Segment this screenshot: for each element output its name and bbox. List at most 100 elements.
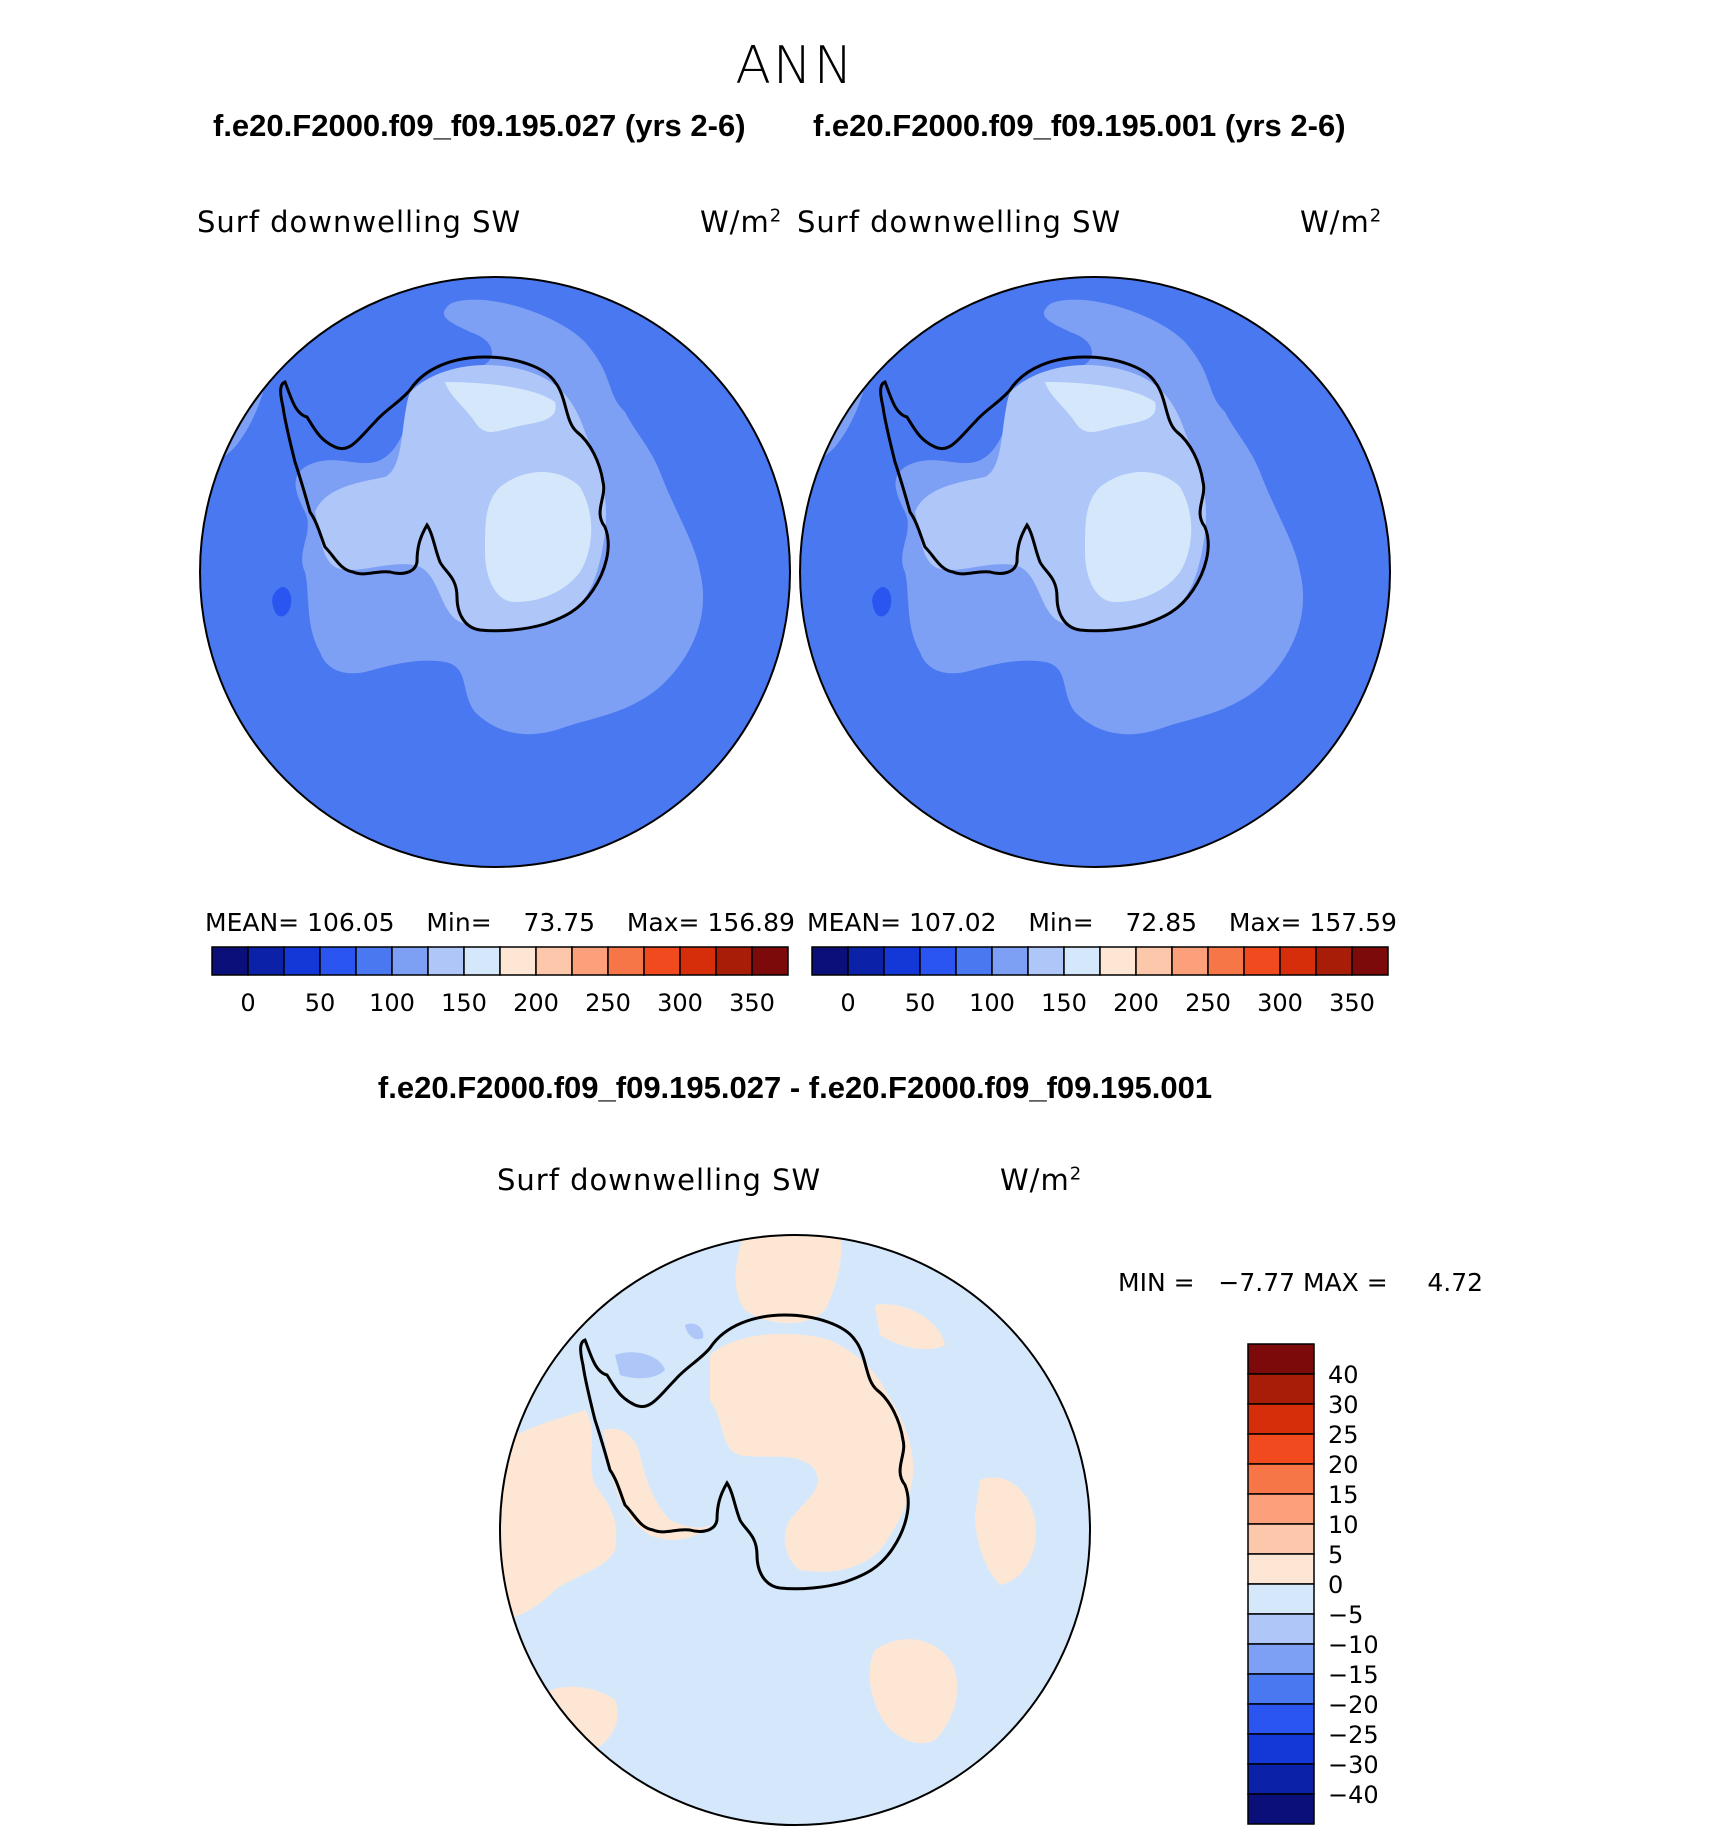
colorbar-swatch <box>1279 946 1317 976</box>
max-label: Max= <box>1228 908 1302 937</box>
colorbar-tick-label: 200 <box>513 989 559 1017</box>
diff-stats: MIN = −7.77 MAX = 4.72 <box>1118 1268 1483 1297</box>
colorbar-tick-label: 0 <box>840 989 855 1017</box>
colorbar-swatch <box>1063 946 1101 976</box>
colorbar-tick-label: 40 <box>1328 1361 1359 1389</box>
min-label: Min= <box>1028 908 1094 937</box>
mean-value: 107.02 <box>909 908 997 937</box>
map-border <box>799 276 1391 868</box>
colorbar-swatch <box>1247 1433 1315 1465</box>
map-border <box>199 276 791 868</box>
colorbar-tick-label: 100 <box>969 989 1015 1017</box>
min-value: 73.75 <box>523 908 596 937</box>
colorbar-tick-label: 300 <box>1257 989 1303 1017</box>
panel1-colorbar: 0 50 100 150 200 250 300 350 <box>211 946 789 1017</box>
map-border <box>499 1234 1091 1826</box>
colorbar-swatch <box>1247 1673 1315 1705</box>
colorbar-tick-label: −15 <box>1328 1661 1379 1689</box>
mean-label: MEAN= <box>205 908 300 937</box>
colorbar-swatch <box>535 946 573 976</box>
min-value: 72.85 <box>1125 908 1198 937</box>
colorbar-swatch <box>571 946 609 976</box>
colorbar-swatch <box>811 946 849 976</box>
colorbar-tick-label: 150 <box>1041 989 1087 1017</box>
colorbar-swatch <box>1351 946 1389 976</box>
colorbar-swatch <box>1247 1463 1315 1495</box>
colorbar-tick-label: 150 <box>441 989 487 1017</box>
colorbar-tick-label: 200 <box>1113 989 1159 1017</box>
diff-positive-field-north <box>735 1235 842 1324</box>
max-value: 156.89 <box>707 908 795 937</box>
min-patch <box>872 587 892 617</box>
panel1-stats: MEAN= 106.05 Min= 73.75 Max= 156.89 <box>205 908 795 937</box>
diff-positive-field-southeast <box>869 1639 958 1744</box>
min-patch <box>272 587 292 617</box>
colorbar-swatch <box>919 946 957 976</box>
colorbar-swatch <box>1243 946 1281 976</box>
colorbar-swatch <box>715 946 753 976</box>
min-value: −7.77 <box>1218 1268 1296 1297</box>
max-label: MAX = <box>1302 1268 1388 1297</box>
plateau-field-east <box>1085 472 1192 602</box>
colorbar-swatch <box>1247 1583 1315 1615</box>
colorbar-swatch <box>1247 1523 1315 1555</box>
colorbar-swatch <box>1247 1733 1315 1765</box>
diff-positive-field-west <box>500 1410 617 1620</box>
max-value: 157.59 <box>1309 908 1397 937</box>
colorbar-swatch <box>607 946 645 976</box>
colorbar-swatch <box>991 946 1029 976</box>
colorbar-tick-label: 0 <box>240 989 255 1017</box>
colorbar-swatch <box>1099 946 1137 976</box>
colorbar-tick-label: 100 <box>369 989 415 1017</box>
colorbar-swatch <box>319 946 357 976</box>
colorbar-swatch <box>1027 946 1065 976</box>
panel2-colorbar: 0 50 100 150 200 250 300 350 <box>811 946 1389 1017</box>
colorbar-tick-label: 0 <box>1328 1571 1343 1599</box>
colorbar-tick-label: −30 <box>1328 1751 1379 1779</box>
colorbar-swatch <box>247 946 285 976</box>
colorbar-tick-label: −25 <box>1328 1721 1379 1749</box>
colorbar-swatch <box>847 946 885 976</box>
panel1-variable-label: Surf downwelling SW <box>197 205 522 239</box>
diff-positive-field-antarctica <box>710 1333 914 1572</box>
panel1-map <box>199 276 791 868</box>
diff-negative-patch-2 <box>685 1323 704 1340</box>
colorbar-swatch <box>1247 1493 1315 1525</box>
colorbar-swatch <box>463 946 501 976</box>
colorbar-tick-label: 30 <box>1328 1391 1359 1419</box>
panel2-units: W/m2 <box>1300 205 1383 239</box>
main-title: ANN <box>735 36 855 96</box>
panel2-stats: MEAN= 107.02 Min= 72.85 Max= 157.59 <box>807 908 1397 937</box>
mean-label: MEAN= <box>807 908 902 937</box>
colorbar-tick-label: 25 <box>1328 1421 1359 1449</box>
colorbar-tick-label: 250 <box>1185 989 1231 1017</box>
colorbar-swatch <box>1247 1373 1315 1405</box>
colorbar-tick-label: −10 <box>1328 1631 1379 1659</box>
colorbar-tick-label: 5 <box>1328 1541 1343 1569</box>
antarctica-coastline <box>879 355 1210 633</box>
colorbar-tick-label: 50 <box>905 989 936 1017</box>
colorbar-swatch <box>1171 946 1209 976</box>
colorbar-swatch <box>211 946 249 976</box>
antarctica-coastline <box>579 1313 910 1591</box>
colorbar-swatch <box>427 946 465 976</box>
max-label: Max= <box>626 908 700 937</box>
min-label: MIN = <box>1118 1268 1195 1297</box>
plateau-field <box>445 382 556 432</box>
colorbar-swatch <box>679 946 717 976</box>
max-value: 4.72 <box>1427 1268 1484 1297</box>
colorbar-swatch <box>355 946 393 976</box>
diff-variable-label: Surf downwelling SW <box>497 1163 822 1197</box>
panel1-case-title: f.e20.F2000.f09_f09.195.027 (yrs 2-6) <box>213 108 746 143</box>
diff-case-title: f.e20.F2000.f09_f09.195.027 - f.e20.F200… <box>377 1070 1213 1105</box>
colorbar-tick-label: 350 <box>1329 989 1375 1017</box>
colorbar-tick-label: 350 <box>729 989 775 1017</box>
colorbar-swatch <box>499 946 537 976</box>
colorbar-tick-label: 50 <box>305 989 336 1017</box>
colorbar-tick-label: −40 <box>1328 1781 1379 1809</box>
colorbar-swatch <box>1247 1553 1315 1585</box>
colorbar-swatch <box>391 946 429 976</box>
colorbar-swatch <box>883 946 921 976</box>
colorbar-tick-label: 300 <box>657 989 703 1017</box>
